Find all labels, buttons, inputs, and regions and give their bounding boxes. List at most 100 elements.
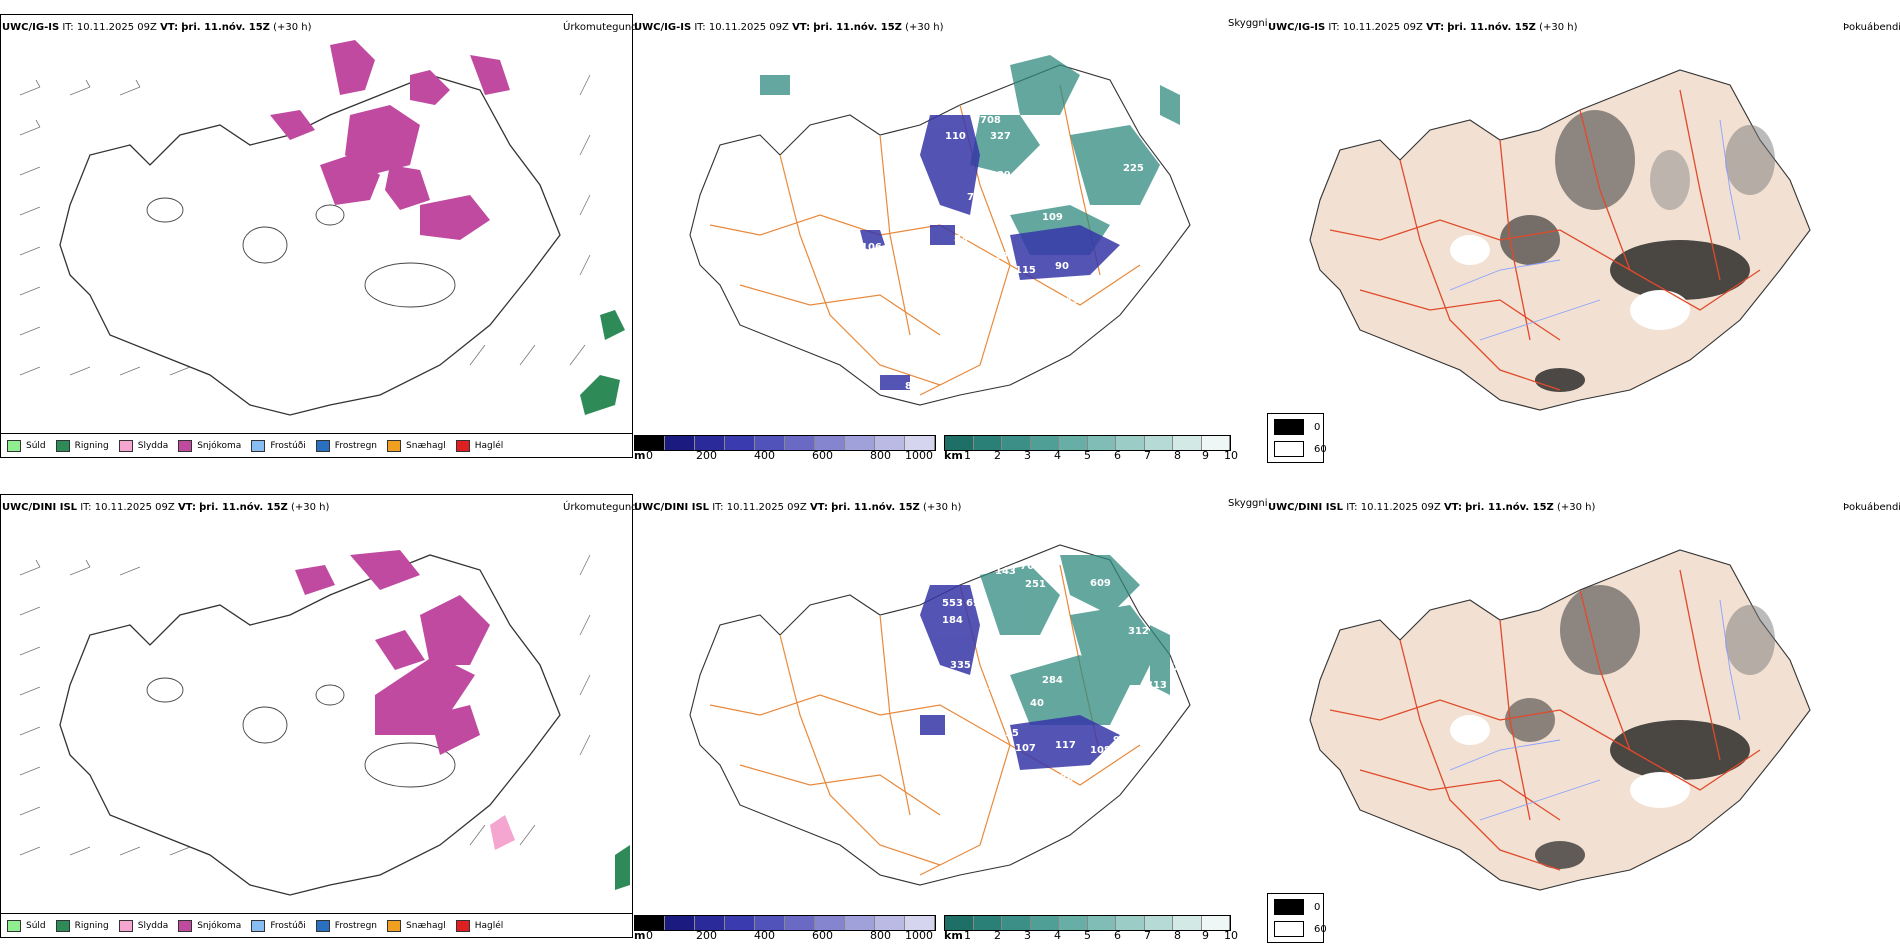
legend-swatch [7, 439, 21, 452]
legend-item: Snæhagl [387, 439, 446, 452]
visibility-value-labels-bottom: 143 76 251 609 92 312 553 69 184 335 55 … [680, 515, 1270, 895]
sleet-areas [490, 815, 515, 850]
value-label: 80 [905, 381, 919, 392]
value-label: 284 [1042, 675, 1063, 686]
legend-swatch [55, 439, 70, 452]
panel-title-visibility-top: UWC/IG-IS IT: 10.11.2025 09Z VT: þri. 11… [634, 22, 944, 33]
iceland-land [1309, 549, 1811, 891]
legend-swatch [1274, 419, 1304, 435]
legend-swatch [455, 919, 470, 932]
panel-title-visibility-bottom: UWC/DINI ISL IT: 10.11.2025 09Z VT: þri.… [634, 502, 962, 513]
legend-item: Haglél [455, 919, 503, 932]
model-name: UWC/IG-IS [2, 22, 60, 33]
value-label: 76 [1020, 561, 1034, 572]
fog-legend-bottom: 0 60 [1267, 893, 1327, 943]
value-label: 92 [1142, 608, 1156, 619]
legend-swatch [55, 919, 70, 932]
top-row: UWC/IG-IS IT: 10.11.2025 09Z VT: þri. 11… [0, 0, 1900, 470]
legend-item: Súld [7, 919, 46, 932]
legend-swatch [178, 439, 193, 452]
value-label: 106 [861, 242, 882, 253]
legend-item: Snæhagl [387, 919, 446, 932]
legend-item: Frostregn [315, 919, 377, 932]
bottom-row: UWC/DINI ISL IT: 10.11.2025 09Z VT: þri.… [0, 480, 1900, 950]
value-label: 69 [966, 598, 980, 609]
rain-areas [615, 845, 630, 890]
legend-item: Snjókoma [178, 439, 241, 452]
panel-label-fog: Þokuábendi [1843, 22, 1900, 33]
legend-swatch [118, 439, 133, 452]
legend-swatch [178, 919, 193, 932]
precip-legend-bottom: Súld Rigning Slydda Snjókoma Frostúði Fr… [0, 913, 633, 938]
value-label: 115 [998, 728, 1019, 739]
legend-item: Slydda [118, 439, 168, 452]
value-label: 115 [1015, 265, 1036, 276]
colorbar-unit-km: km [944, 449, 963, 462]
visibility-colorbar-m [634, 915, 936, 931]
legend-item: Slydda [118, 919, 168, 932]
rivers [1449, 599, 1741, 821]
colorbar-unit-m: m [634, 929, 646, 942]
legend-item: Rigning [55, 439, 109, 452]
fog-map-top [1309, 69, 1811, 411]
panel-title-precip-top: UWC/IG-IS IT: 10.11.2025 09Z VT: þri. 11… [2, 22, 312, 33]
value-label: 40 [1030, 698, 1044, 709]
legend-swatch [251, 919, 266, 932]
wind-barbs [19, 554, 591, 856]
value-label: 335 [950, 660, 971, 671]
low-visibility-areas [920, 585, 1120, 770]
precip-map-bottom [19, 550, 630, 896]
value-label: 108 [1090, 745, 1111, 756]
value-label: 184 [942, 615, 963, 626]
colorbar-unit-m: m [634, 449, 646, 462]
legend-item: Snjókoma [178, 919, 241, 932]
rivers [1449, 119, 1741, 341]
legend-swatch [118, 919, 133, 932]
road-network [709, 564, 1141, 876]
legend-item: Rigning [55, 919, 109, 932]
legend-item: Frostúði [251, 919, 306, 932]
glaciers [146, 197, 456, 308]
visibility-colorbar-m [634, 435, 936, 451]
legend-item: Haglél [455, 439, 503, 452]
low-visibility-areas [860, 115, 1120, 390]
iceland-outline [59, 554, 561, 896]
visibility-map-top [689, 55, 1191, 406]
value-label: 188 [1115, 721, 1136, 732]
legend-swatch [251, 439, 266, 452]
value-label: 225 [1123, 163, 1144, 174]
precip-legend-top: Súld Rigning Slydda Snjókoma Frostúði Fr… [0, 433, 633, 458]
panel-title-precip-bottom: UWC/DINI ISL IT: 10.11.2025 09Z VT: þri.… [2, 502, 330, 513]
value-label: 482 [1045, 165, 1066, 176]
value-label: 327 [990, 131, 1011, 142]
legend-item: Frostregn [315, 439, 377, 452]
value-label: 609 [1090, 578, 1111, 589]
value-label: 312 [1128, 626, 1149, 637]
legend-swatch [1274, 441, 1304, 457]
legend-swatch [455, 439, 470, 452]
value-label: 104 [1100, 263, 1121, 274]
legend-swatch [7, 919, 21, 932]
fog-map-bottom [1309, 549, 1811, 891]
value-label: 788 [1173, 662, 1194, 673]
road-network [1329, 89, 1761, 391]
value-label: 251 [1025, 579, 1046, 590]
value-label: 29 [1152, 697, 1166, 708]
wind-barbs [19, 74, 591, 376]
visibility-map-bottom [689, 544, 1191, 886]
value-label: 307 [1060, 773, 1081, 784]
value-label: 117 [1055, 740, 1076, 751]
value-label: 213 [1005, 195, 1026, 206]
panel-label-precip-type: Úrkomutegund [563, 502, 638, 513]
value-label: 139 [990, 170, 1011, 181]
legend-swatch [315, 439, 330, 452]
precip-map-top [19, 40, 625, 416]
iceland-outline [59, 74, 561, 416]
panel-label-precip-type: Úrkomutegund [563, 22, 638, 33]
snow-areas [270, 40, 510, 240]
value-label: 275 [980, 681, 1001, 692]
value-label: 107 [1015, 743, 1036, 754]
value-label: 143 [995, 566, 1016, 577]
colorbar-unit-km: km [944, 929, 963, 942]
value-label: 343 [1058, 295, 1079, 306]
